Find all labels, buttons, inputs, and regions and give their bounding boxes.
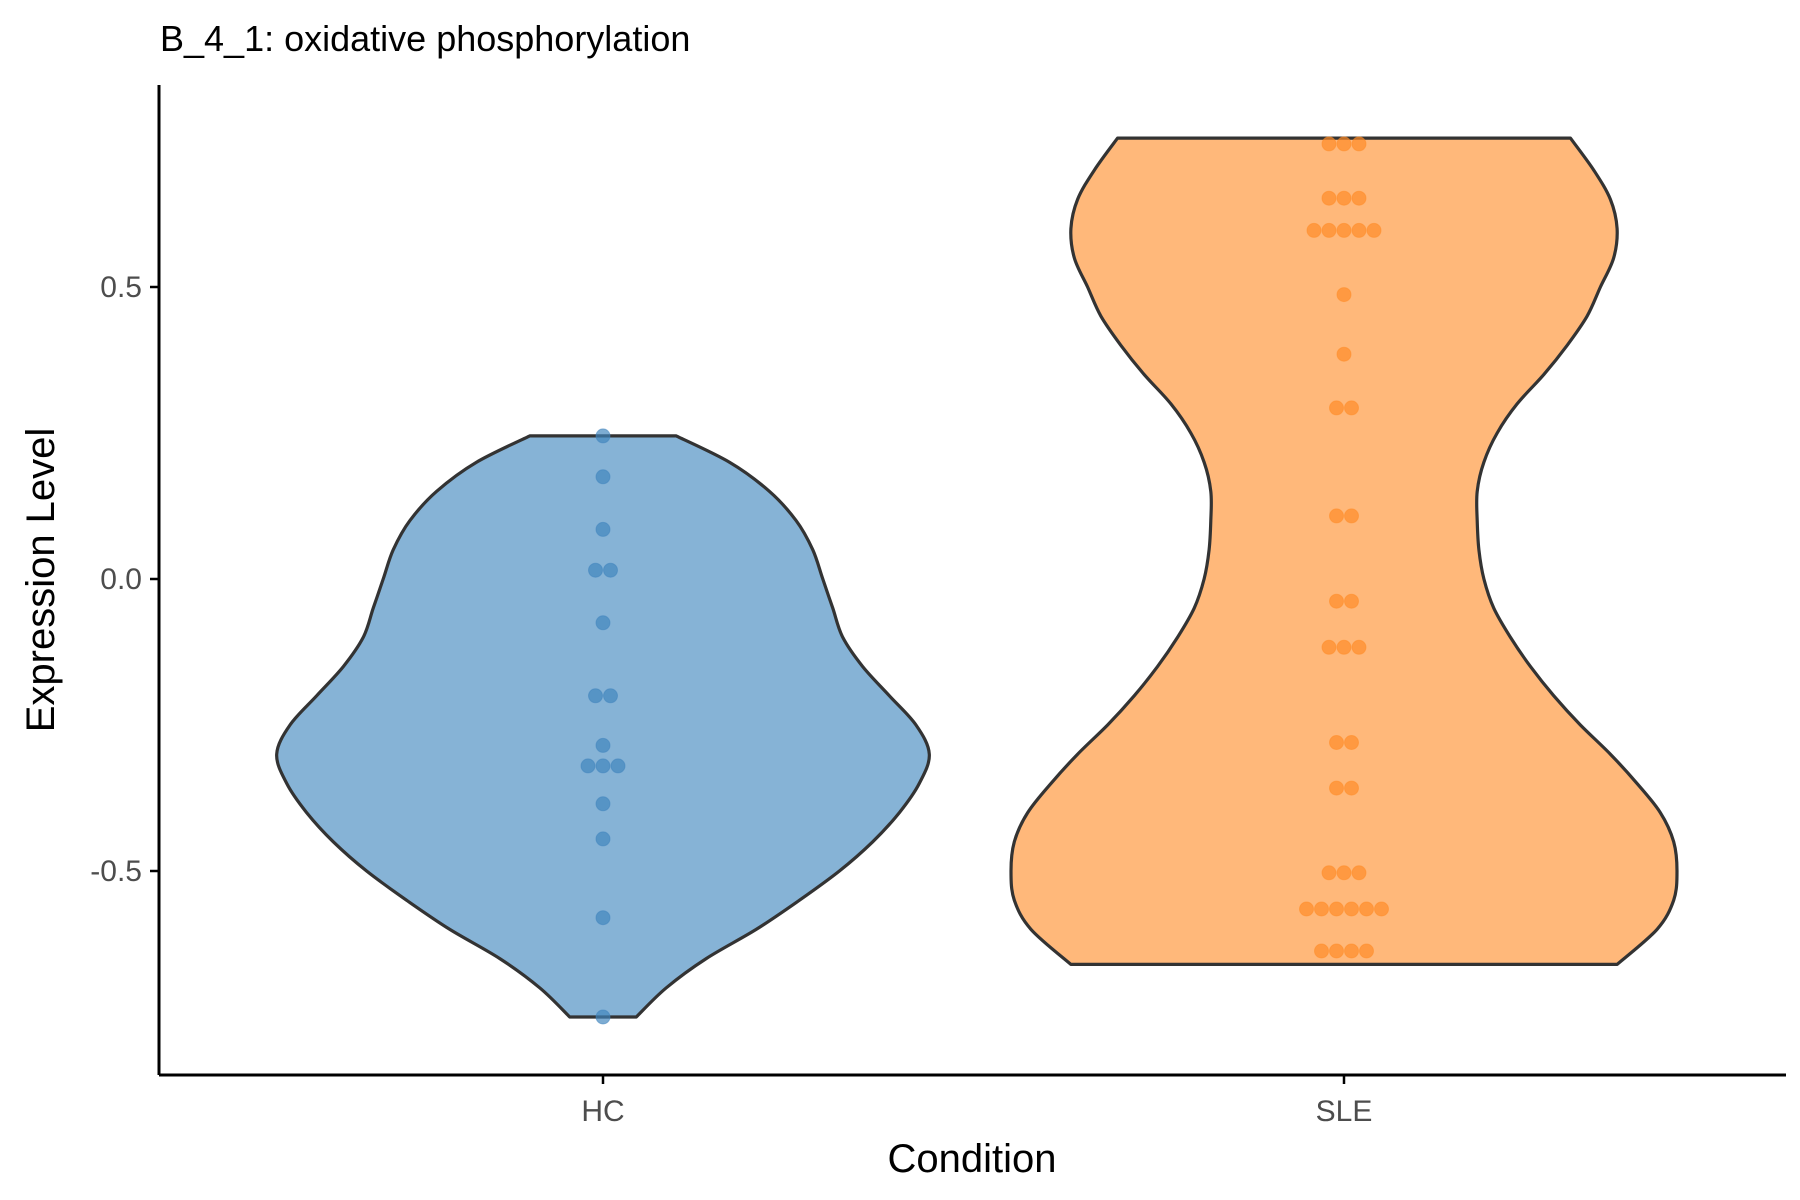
- data-point-hc: [595, 615, 611, 631]
- data-point-hc: [588, 688, 603, 704]
- data-point-sle: [1351, 639, 1367, 655]
- data-point-sle: [1329, 508, 1344, 524]
- data-point-sle: [1336, 346, 1352, 362]
- data-point-sle: [1351, 865, 1367, 881]
- x-tick-label-sle: SLE: [1316, 1095, 1373, 1128]
- data-point-hc: [595, 469, 611, 485]
- data-point-sle: [1344, 735, 1359, 750]
- data-point-sle: [1329, 901, 1344, 917]
- data-point-sle: [1336, 136, 1352, 152]
- data-point-sle: [1366, 222, 1382, 238]
- data-point-hc: [595, 831, 611, 847]
- data-point-sle: [1321, 865, 1337, 881]
- data-point-hc: [595, 737, 611, 753]
- data-point-sle: [1344, 780, 1359, 796]
- data-point-sle: [1329, 593, 1344, 609]
- y-tick-label: -0.5: [90, 855, 142, 888]
- data-point-sle: [1336, 865, 1352, 881]
- data-point-hc: [595, 796, 611, 812]
- data-point-sle: [1321, 136, 1337, 152]
- data-point-sle: [1321, 222, 1337, 238]
- data-point-hc: [603, 688, 618, 704]
- data-point-sle: [1336, 287, 1352, 303]
- data-point-hc: [595, 428, 611, 444]
- chart-title: B_4_1: oxidative phosphorylation: [160, 18, 690, 59]
- x-axis-ticks: HC SLE: [581, 1075, 1372, 1128]
- data-point-hc: [595, 1009, 611, 1025]
- data-point-sle: [1329, 735, 1344, 750]
- y-tick-label: 0.0: [100, 563, 142, 596]
- data-point-sle: [1359, 943, 1374, 959]
- data-point-sle: [1351, 222, 1367, 238]
- data-point-sle: [1344, 943, 1359, 959]
- data-point-sle: [1336, 190, 1352, 206]
- data-point-sle: [1321, 190, 1337, 206]
- x-axis-title: Condition: [887, 1137, 1056, 1181]
- data-point-sle: [1314, 901, 1329, 917]
- data-point-hc: [603, 562, 618, 578]
- x-tick-label-hc: HC: [581, 1095, 624, 1128]
- data-point-sle: [1344, 593, 1359, 609]
- plot-area: [275, 136, 1679, 1025]
- data-point-sle: [1351, 136, 1367, 152]
- violin-hc: [275, 434, 931, 1019]
- y-tick-label: 0.5: [100, 271, 142, 304]
- data-point-sle: [1336, 222, 1352, 238]
- data-point-sle: [1329, 780, 1344, 796]
- data-point-sle: [1329, 943, 1344, 959]
- data-point-hc: [610, 758, 626, 774]
- data-point-hc: [595, 521, 611, 537]
- data-point-sle: [1299, 901, 1314, 917]
- y-axis-title: Expression Level: [19, 428, 63, 733]
- data-point-sle: [1329, 400, 1344, 416]
- data-point-hc: [595, 910, 611, 926]
- data-point-sle: [1359, 901, 1374, 917]
- data-point-sle: [1306, 222, 1322, 238]
- data-point-sle: [1344, 508, 1359, 524]
- data-point-sle: [1321, 639, 1337, 655]
- y-axis-ticks: 0.5 0.0 -0.5: [90, 271, 159, 888]
- data-point-hc: [595, 758, 611, 774]
- violin-sle: [1009, 136, 1679, 966]
- data-point-sle: [1314, 943, 1329, 959]
- data-point-sle: [1336, 639, 1352, 655]
- data-point-sle: [1344, 901, 1359, 917]
- data-point-hc: [580, 758, 596, 774]
- data-point-hc: [588, 562, 603, 578]
- data-point-sle: [1344, 400, 1359, 416]
- data-point-sle: [1351, 190, 1367, 206]
- data-point-sle: [1374, 901, 1389, 917]
